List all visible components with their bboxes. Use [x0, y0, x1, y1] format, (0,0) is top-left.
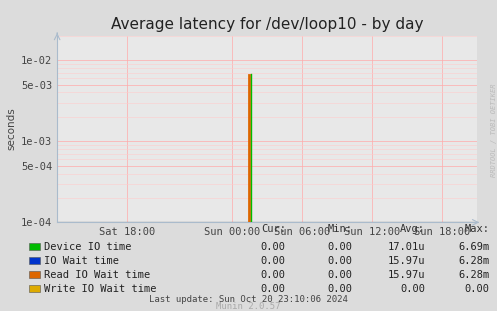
Text: Avg:: Avg:: [400, 224, 425, 234]
Text: Min:: Min:: [328, 224, 353, 234]
Text: 0.00: 0.00: [328, 284, 353, 294]
Text: 15.97u: 15.97u: [388, 270, 425, 280]
Title: Average latency for /dev/loop10 - by day: Average latency for /dev/loop10 - by day: [111, 17, 423, 32]
Text: 6.28m: 6.28m: [458, 270, 490, 280]
Text: 17.01u: 17.01u: [388, 242, 425, 252]
Text: 0.00: 0.00: [261, 256, 286, 266]
Text: 0.00: 0.00: [328, 270, 353, 280]
Text: RRDTOOL / TOBI OETIKER: RRDTOOL / TOBI OETIKER: [491, 84, 497, 177]
Text: 15.97u: 15.97u: [388, 256, 425, 266]
Text: Cur:: Cur:: [261, 224, 286, 234]
Text: 0.00: 0.00: [465, 284, 490, 294]
Y-axis label: seconds: seconds: [7, 108, 17, 151]
Text: Max:: Max:: [465, 224, 490, 234]
Text: Device IO time: Device IO time: [44, 242, 131, 252]
Text: Write IO Wait time: Write IO Wait time: [44, 284, 156, 294]
Text: 0.00: 0.00: [261, 284, 286, 294]
Text: 0.00: 0.00: [328, 256, 353, 266]
Text: Last update: Sun Oct 20 23:10:06 2024: Last update: Sun Oct 20 23:10:06 2024: [149, 295, 348, 304]
Text: Munin 2.0.57: Munin 2.0.57: [216, 301, 281, 310]
Text: IO Wait time: IO Wait time: [44, 256, 119, 266]
Text: 0.00: 0.00: [400, 284, 425, 294]
Text: 0.00: 0.00: [328, 242, 353, 252]
Text: 6.69m: 6.69m: [458, 242, 490, 252]
Text: Read IO Wait time: Read IO Wait time: [44, 270, 150, 280]
Text: 0.00: 0.00: [261, 242, 286, 252]
Text: 6.28m: 6.28m: [458, 256, 490, 266]
Text: 0.00: 0.00: [261, 270, 286, 280]
